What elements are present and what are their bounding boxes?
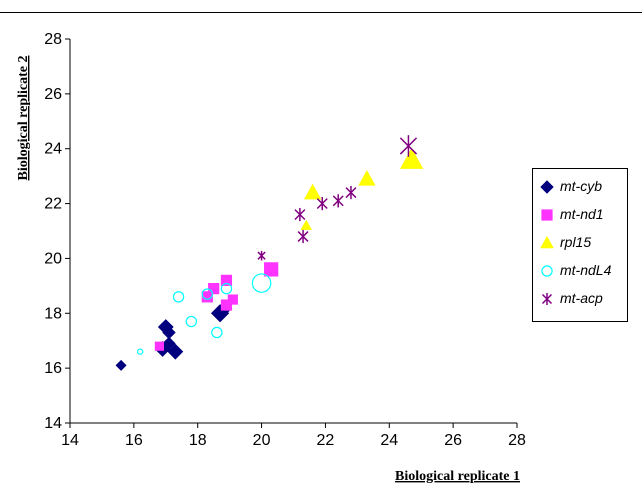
rpl15-point: [358, 170, 376, 186]
x-tick-label: 16: [125, 432, 143, 449]
legend-label: mt-acp: [560, 290, 603, 306]
mt-nd1-point: [201, 291, 213, 303]
mt-acp-point: [345, 186, 357, 200]
x-tick-label: 18: [189, 432, 207, 449]
mt-cyb-point: [167, 343, 184, 360]
legend: mt-cyb mt-nd1 rpl15 mt-ndL4 mt-acp: [532, 168, 628, 322]
legend-item-mt-cyb: mt-cyb: [539, 177, 627, 197]
mt-nd1-point: [154, 341, 164, 351]
x-tick-label: 28: [508, 432, 526, 449]
mt-acp-point: [294, 207, 306, 222]
legend-item-mt-acp: mt-acp: [539, 289, 627, 309]
mt-nd1-point: [264, 262, 279, 277]
legend-marker-shape: [541, 265, 553, 277]
x-axis-label: Biological replicate 1: [395, 469, 520, 484]
mt-acp-point: [316, 196, 328, 211]
mt-ndl4-point: [185, 315, 198, 328]
legend-label: rpl15: [560, 234, 592, 250]
legend-marker-shape: [540, 235, 554, 249]
legend-marker-rpl15: [540, 235, 554, 249]
mt-ndl4-point: [220, 282, 233, 295]
mt-ndl4-point: [201, 288, 213, 300]
y-tick-label: 16: [44, 360, 62, 377]
legend-item-mt-nd1: mt-nd1: [539, 205, 627, 225]
mt-ndl4-point: [137, 348, 144, 355]
mt-cyb-point: [162, 325, 176, 340]
mt-cyb-point: [115, 359, 127, 371]
top-rule: [0, 12, 642, 13]
axes: 14 16 18 20 22 24 26 28 14 16 18 20 22 24 26 28: [44, 31, 526, 449]
x-tick-label: 20: [253, 432, 271, 449]
data-marks: [115, 135, 424, 371]
y-tick-label: 28: [44, 31, 62, 48]
mt-acp-point: [297, 229, 309, 244]
mt-acp-point: [399, 135, 418, 157]
x-tick-label: 14: [61, 432, 79, 449]
legend-marker-mt-nd1: [541, 209, 553, 221]
legend-marker-mt-cyb: [540, 180, 554, 194]
y-tick-label: 24: [44, 141, 62, 158]
legend-item-rpl15: rpl15: [539, 233, 627, 253]
legend-marker-shape: [540, 180, 554, 194]
y-tick-label: 22: [44, 196, 62, 213]
y-tick-label: 14: [44, 415, 62, 432]
legend-label: mt-nd1: [560, 206, 604, 222]
x-tick-label: 26: [444, 432, 462, 449]
y-tick-label: 20: [44, 250, 62, 267]
legend-item-mt-ndl4: mt-ndL4: [539, 261, 627, 281]
legend-marker-mt-ndl4: [541, 265, 553, 277]
rpl15-point: [399, 147, 424, 169]
mt-cyb-point: [162, 336, 176, 351]
mt-nd1-point: [208, 283, 220, 295]
legend-label: mt-ndL4: [560, 262, 612, 278]
x-tick-label: 22: [317, 432, 335, 449]
legend-label: mt-cyb: [560, 178, 602, 194]
mt-nd1-point: [220, 299, 233, 311]
mt-acp-point: [257, 250, 266, 261]
y-tick-label: 18: [44, 305, 62, 322]
mt-nd1-point: [227, 294, 238, 305]
legend-marker-shape: [541, 209, 553, 221]
mt-ndl4-point: [211, 326, 223, 339]
legend-marker-mt-acp: [541, 293, 553, 305]
x-tick-label: 24: [380, 432, 398, 449]
mt-ndl4-point: [251, 273, 272, 293]
legend-marker-shape: [541, 293, 553, 305]
mt-ndl4-point: [172, 291, 185, 303]
mt-acp-point: [332, 194, 344, 208]
rpl15-point: [304, 183, 322, 200]
y-tick-label: 26: [44, 86, 62, 103]
mt-nd1-point: [220, 274, 233, 286]
rpl15-point: [300, 219, 312, 230]
y-axis-label: Biological replicate 2: [16, 56, 31, 181]
